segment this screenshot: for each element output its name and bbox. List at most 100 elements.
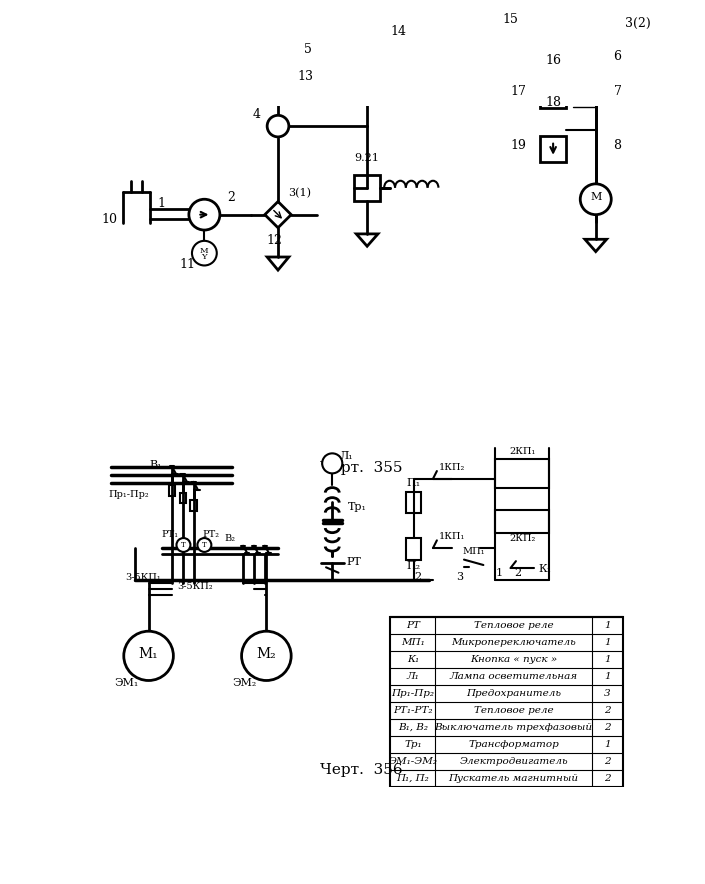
Text: M: M — [590, 192, 601, 202]
Circle shape — [267, 115, 289, 137]
Bar — [391, 753, 623, 770]
Text: Y: Y — [202, 253, 207, 261]
Text: МП₁: МП₁ — [401, 638, 424, 647]
Text: M₁: M₁ — [139, 646, 159, 660]
Bar — [391, 770, 623, 787]
Text: ЭМ₁-ЭМ₂: ЭМ₁-ЭМ₂ — [388, 757, 437, 766]
Circle shape — [242, 631, 291, 681]
Text: Предохранитель: Предохранитель — [466, 690, 561, 698]
Text: РТ₁: РТ₁ — [161, 530, 178, 539]
Circle shape — [189, 199, 220, 230]
Text: Кнопка « пуск »: Кнопка « пуск » — [470, 655, 557, 664]
Text: 1: 1 — [604, 621, 611, 630]
Text: Черт.  356: Черт. 356 — [319, 763, 403, 777]
Bar — [540, 82, 566, 109]
Bar — [168, 485, 175, 496]
Bar — [391, 617, 623, 635]
Text: В₁: В₁ — [149, 460, 161, 470]
Text: 2: 2 — [604, 723, 611, 732]
Text: П₂: П₂ — [407, 560, 421, 571]
Bar — [495, 509, 549, 533]
Text: 1: 1 — [496, 568, 503, 578]
Text: 2: 2 — [604, 774, 611, 783]
Text: 8: 8 — [613, 139, 621, 152]
Text: 13: 13 — [297, 70, 313, 82]
Text: Черт.  355: Черт. 355 — [319, 461, 402, 475]
Text: 1: 1 — [604, 740, 611, 749]
Text: 15: 15 — [503, 13, 518, 27]
Text: 19: 19 — [510, 139, 526, 152]
Ellipse shape — [267, 42, 289, 56]
Circle shape — [580, 184, 611, 215]
Text: Тепловое реле: Тепловое реле — [474, 706, 553, 715]
Text: 14: 14 — [390, 25, 406, 38]
Circle shape — [197, 538, 211, 552]
Text: Тр₁: Тр₁ — [348, 502, 367, 512]
Text: 1КП₁: 1КП₁ — [439, 532, 465, 541]
Text: 1: 1 — [604, 672, 611, 682]
Text: Т: Т — [202, 541, 207, 549]
Bar — [391, 668, 623, 685]
Text: 1: 1 — [604, 655, 611, 664]
Text: РТ₁-РТ₂: РТ₁-РТ₂ — [393, 706, 433, 715]
Bar — [391, 635, 623, 652]
Bar — [180, 492, 186, 503]
Text: 2КП₁: 2КП₁ — [509, 447, 535, 456]
Bar — [267, 50, 289, 95]
Bar — [391, 736, 623, 753]
Text: Выключатель трехфазовый: Выключатель трехфазовый — [434, 723, 593, 732]
Text: РТ₂: РТ₂ — [202, 530, 219, 539]
Text: 3(1): 3(1) — [288, 188, 311, 198]
Text: К₁: К₁ — [539, 564, 552, 574]
Text: 11: 11 — [179, 258, 195, 271]
Text: 2: 2 — [415, 572, 422, 582]
Bar — [495, 459, 549, 488]
Ellipse shape — [267, 88, 289, 103]
Circle shape — [322, 453, 343, 473]
Text: П₁, П₂: П₁, П₂ — [396, 774, 429, 783]
Bar — [190, 500, 197, 511]
Text: Трансформатор: Трансформатор — [468, 740, 559, 749]
Bar — [354, 175, 380, 201]
Text: 2: 2 — [515, 568, 522, 578]
Text: 10: 10 — [102, 213, 118, 225]
Text: К₁: К₁ — [407, 655, 419, 664]
Text: Микропереключатель: Микропереключатель — [451, 638, 576, 647]
Text: В₁, В₂: В₁, В₂ — [398, 723, 428, 732]
Text: 17: 17 — [510, 85, 526, 98]
Text: П₁: П₁ — [407, 477, 421, 488]
Text: Лампа осветительная: Лампа осветительная — [450, 672, 577, 682]
Bar — [391, 617, 623, 787]
Text: 18: 18 — [545, 96, 561, 110]
Text: Л₁: Л₁ — [339, 451, 353, 461]
Text: 3: 3 — [604, 690, 611, 698]
Text: 7: 7 — [613, 85, 621, 98]
Text: ЭМ₂: ЭМ₂ — [233, 678, 257, 688]
Text: 2КП₂: 2КП₂ — [509, 534, 535, 544]
Text: M: M — [200, 247, 209, 255]
Text: 4: 4 — [252, 108, 260, 121]
Text: Тр₁: Тр₁ — [404, 740, 422, 749]
Bar — [406, 492, 422, 514]
Text: МП₁: МП₁ — [462, 547, 485, 556]
Text: 2: 2 — [604, 757, 611, 766]
Text: 16: 16 — [545, 54, 561, 67]
Circle shape — [176, 538, 190, 552]
Text: РТ: РТ — [347, 557, 362, 567]
Text: Пр₁-Пр₂: Пр₁-Пр₂ — [391, 690, 434, 698]
Text: Пускатель магнитный: Пускатель магнитный — [448, 774, 579, 783]
Text: M₂: M₂ — [257, 646, 276, 660]
Text: 3: 3 — [457, 572, 464, 582]
Text: 2: 2 — [604, 706, 611, 715]
Circle shape — [124, 631, 173, 681]
Text: ЭМ₁: ЭМ₁ — [115, 678, 139, 688]
Text: Л₁: Л₁ — [407, 672, 419, 682]
Text: Т: Т — [181, 541, 186, 549]
Text: Тепловое реле: Тепловое реле — [474, 621, 553, 630]
Text: 9.21: 9.21 — [355, 154, 379, 164]
Bar — [391, 652, 623, 668]
Text: 5: 5 — [304, 42, 312, 56]
Text: 1КП₂: 1КП₂ — [439, 462, 465, 472]
Circle shape — [192, 240, 216, 265]
Text: 2: 2 — [228, 191, 235, 204]
